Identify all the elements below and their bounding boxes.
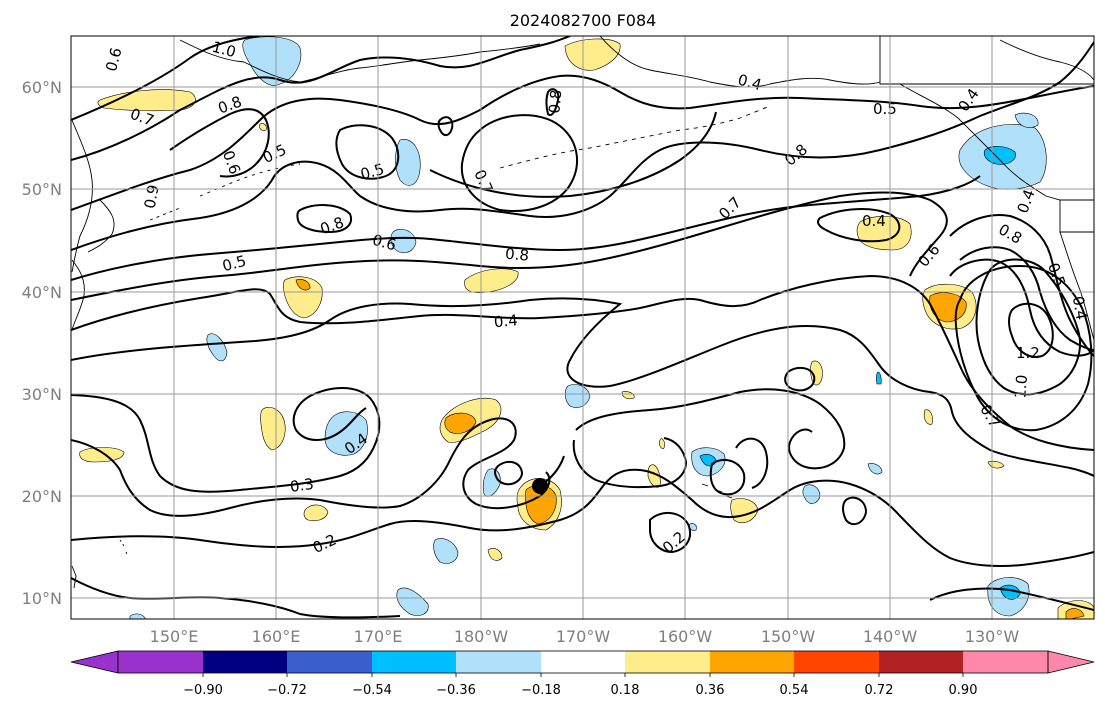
lat-label: 10°N	[22, 589, 62, 608]
lon-label: 150°W	[761, 627, 816, 646]
lon-label: 160°E	[252, 627, 301, 646]
lon-label: 140°W	[863, 627, 918, 646]
latitude-labels: 60°N 50°N 40°N 30°N 20°N 10°N	[22, 78, 62, 608]
lon-label: 170°E	[354, 627, 403, 646]
contour-label: 0.8	[504, 245, 529, 265]
contour-label: 0.4	[736, 71, 764, 95]
colorbar-tick: −0.72	[267, 683, 307, 698]
lon-label: 180°W	[454, 627, 509, 646]
contour-label: 0.5	[358, 160, 386, 184]
colorbar-tick: −0.90	[183, 683, 223, 698]
contour-label: 0.8	[545, 89, 565, 114]
colorbar-tick: 0.54	[780, 683, 809, 698]
lon-label: 130°W	[965, 627, 1020, 646]
colorbar-tick: −0.54	[352, 683, 392, 698]
lat-label: 60°N	[22, 78, 62, 97]
colorbar-tick: −0.18	[521, 683, 561, 698]
contour-label: 0.5	[220, 252, 248, 276]
gridlines	[71, 36, 1094, 619]
shading-layer	[79, 36, 1094, 619]
lat-label: 40°N	[22, 283, 62, 302]
colorbar-max-extension	[1047, 650, 1095, 674]
lon-label: 160°W	[658, 627, 713, 646]
lon-label: 150°E	[150, 627, 199, 646]
longitude-labels: 150°E 160°E 170°E 180°W 170°W 160°W 150°…	[150, 627, 1020, 646]
lat-label: 30°N	[22, 385, 62, 404]
colorbar-tick: −0.36	[436, 683, 476, 698]
storm-center-marker	[532, 455, 565, 494]
contour-label: 1.0	[210, 38, 238, 62]
contour-label: 1.2	[1016, 344, 1040, 362]
colorbar-tick: 0.18	[611, 683, 640, 698]
colorbar-tick: 0.90	[949, 683, 978, 698]
map-title: 2024082700 F084	[510, 11, 657, 30]
contour-label: 0.4	[493, 311, 518, 331]
colorbar-tick: 0.72	[865, 683, 894, 698]
contour-label: 1.0	[1011, 374, 1031, 399]
contour-label: 0.4	[1069, 295, 1091, 322]
colorbar-tick: 0.36	[696, 683, 725, 698]
lat-label: 50°N	[22, 180, 62, 199]
colorbar: −0.90 −0.72 −0.54 −0.36 −0.18 0.18 0.36 …	[70, 650, 1095, 698]
contour-label: 0.6	[370, 231, 398, 255]
map-area: 1.0 0.6 0.7 0.8 0.5 0.6 0.9 0.5 0.8 0.7 …	[71, 36, 1094, 619]
contour-label: 0.5	[873, 100, 897, 118]
lat-label: 20°N	[22, 487, 62, 506]
contour-label: 0.6	[102, 46, 126, 74]
lon-label: 170°W	[556, 627, 611, 646]
colorbar-min-extension	[70, 650, 119, 674]
coastlines	[71, 36, 1094, 589]
contour-label: 0.3	[289, 475, 315, 496]
contour-label: 0.9	[141, 183, 163, 210]
contour-label: 0.4	[862, 212, 886, 230]
map-frame	[70, 35, 1095, 620]
